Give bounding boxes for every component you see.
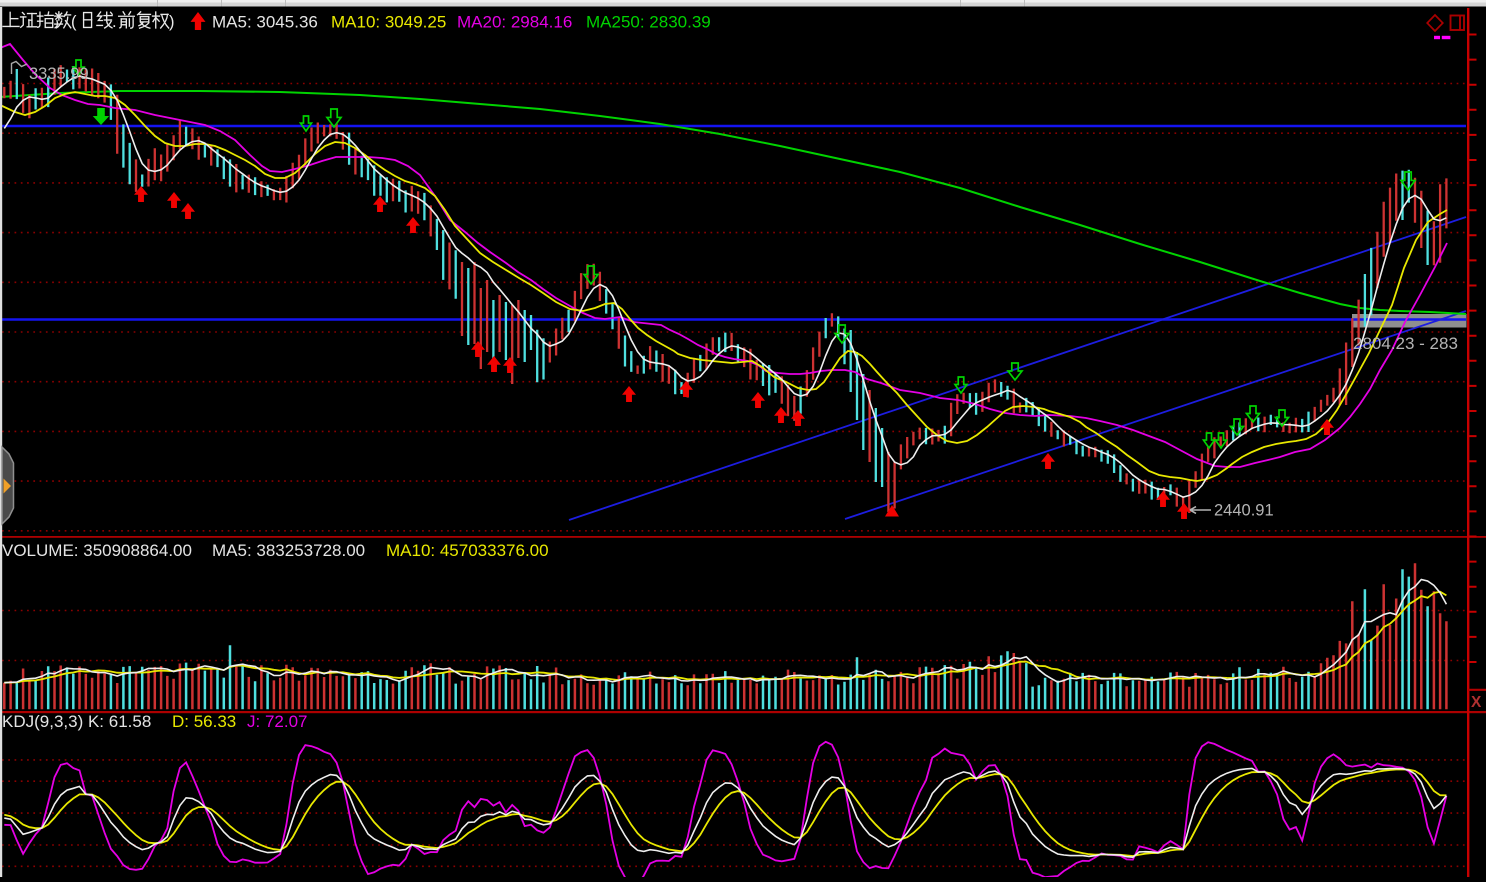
svg-text:J: 72.07: J: 72.07 [247, 712, 308, 731]
svg-text:MA10: 3049.25: MA10: 3049.25 [331, 13, 446, 32]
svg-text:VOLUME: 350908864.00: VOLUME: 350908864.00 [2, 541, 192, 560]
svg-text:KDJ(9,3,3) K: 61.58: KDJ(9,3,3) K: 61.58 [2, 712, 151, 731]
svg-text:X: X [1471, 694, 1482, 711]
svg-text:2804.23 - 283: 2804.23 - 283 [1353, 334, 1458, 353]
svg-text:2440.91: 2440.91 [1214, 502, 1274, 520]
svg-text:MA20: 2984.16: MA20: 2984.16 [457, 13, 572, 32]
svg-text:D: 56.33: D: 56.33 [172, 712, 236, 731]
svg-text:(: ( [71, 13, 77, 31]
svg-text:): ) [169, 13, 175, 31]
svg-text:MA5: 3045.36: MA5: 3045.36 [212, 13, 318, 32]
svg-text:MA5: 383253728.00: MA5: 383253728.00 [212, 541, 365, 560]
svg-text:MA250: 2830.39: MA250: 2830.39 [586, 13, 711, 32]
svg-text:.: . [112, 13, 117, 31]
svg-text:MA10: 457033376.00: MA10: 457033376.00 [386, 541, 549, 560]
svg-text:3335.99: 3335.99 [29, 65, 89, 83]
